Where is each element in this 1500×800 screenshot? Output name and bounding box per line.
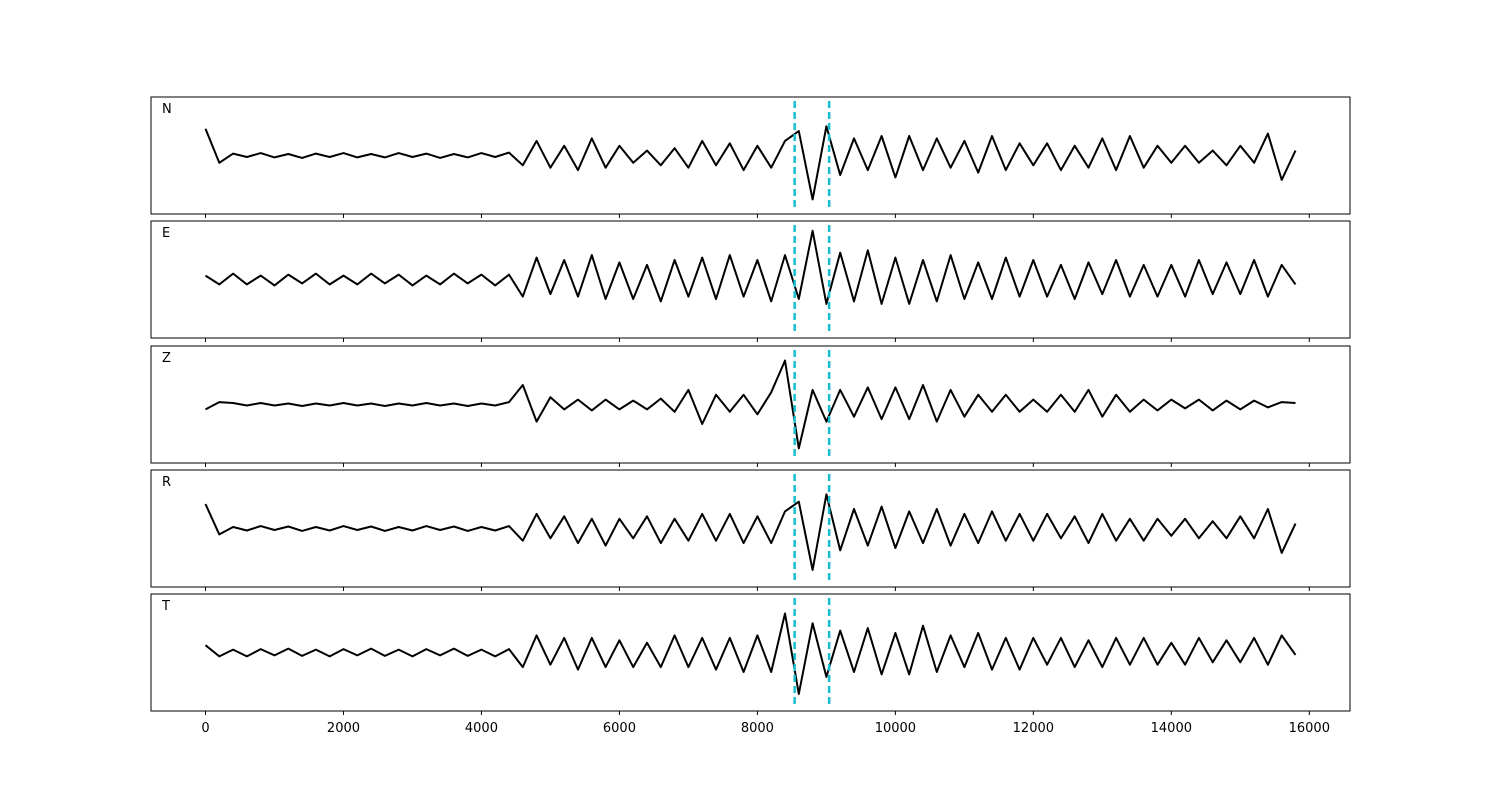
x-tick-label: 14000 [1151, 721, 1192, 736]
trace [204, 612, 1297, 695]
panel-label: E [162, 226, 170, 241]
x-tick-label: 16000 [1289, 721, 1330, 736]
trace [204, 229, 1297, 305]
panel-label: R [162, 475, 171, 490]
trace [204, 493, 1297, 571]
x-tick-label: 4000 [465, 721, 498, 736]
x-tick-label: 12000 [1013, 721, 1054, 736]
trace [205, 359, 1296, 450]
x-tick-label: 10000 [875, 721, 916, 736]
panel-frame [150, 469, 1351, 588]
x-tick-label: 6000 [603, 721, 636, 736]
panel-frame [150, 345, 1351, 464]
panel-frame [150, 593, 1351, 712]
panel-label: T [161, 599, 170, 614]
panel-label: N [162, 102, 172, 117]
x-tick-label: 0 [201, 721, 209, 736]
panel-frame [150, 220, 1351, 339]
panel-label: Z [162, 351, 171, 366]
panel-frame [150, 96, 1351, 215]
trace [204, 125, 1297, 201]
x-tick-label: 8000 [741, 721, 774, 736]
x-tick-label: 2000 [327, 721, 360, 736]
